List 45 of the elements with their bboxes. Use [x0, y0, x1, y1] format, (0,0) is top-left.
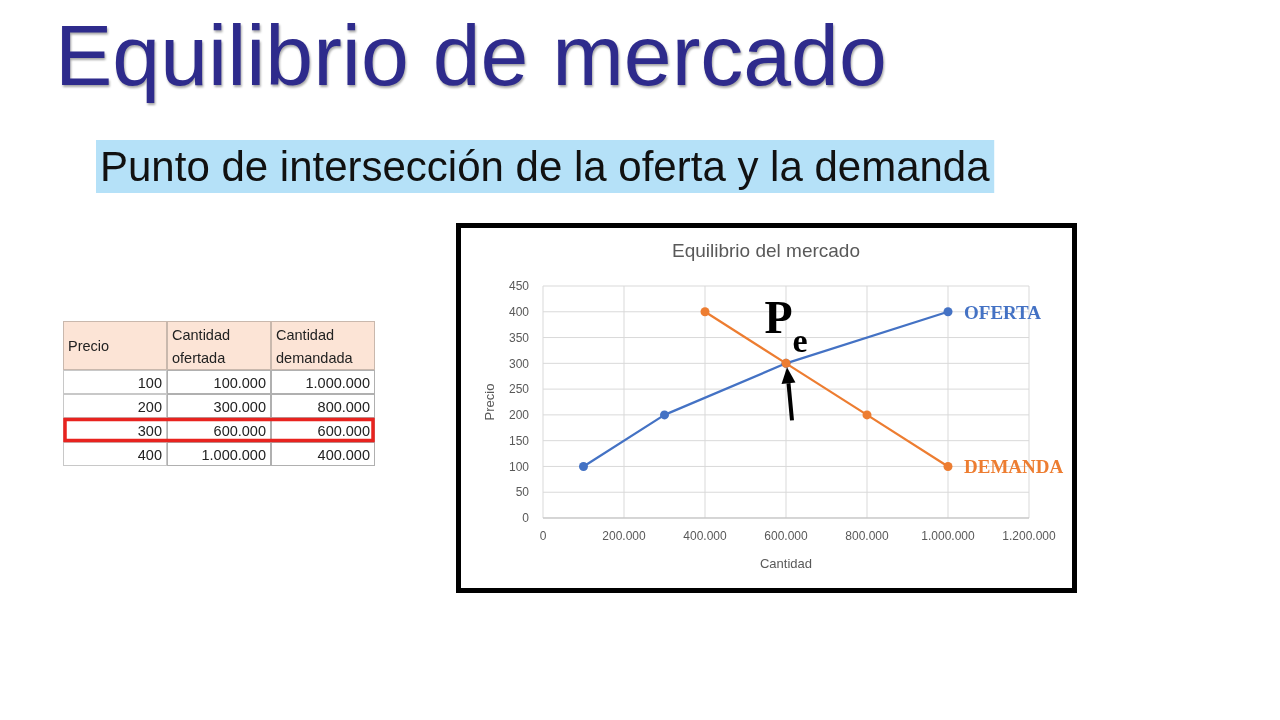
x-tick-label: 400.000 — [683, 529, 728, 543]
series-label: DEMANDA — [964, 456, 1064, 478]
text: Equilibrio de mercado — [55, 7, 887, 103]
chart-title: Equilibrio del mercado — [672, 240, 860, 261]
y-tick-label: 450 — [508, 279, 530, 294]
x-tick-label: Cantidad demandada — [276, 327, 354, 366]
y-tick-label: 400 — [508, 304, 530, 319]
y-tick-label: 100 — [508, 459, 530, 474]
y-axis-title: Precio — [482, 383, 497, 421]
point — [943, 461, 953, 471]
x-tick-label: 1.200.000 — [1002, 529, 1057, 543]
y-axis-title: Precio — [68, 338, 110, 354]
data-label: 600.000 — [317, 423, 370, 439]
x-tick-label: 200.000 — [602, 529, 647, 543]
y-tick-label: 300 — [508, 356, 530, 371]
x-tick-label: Cantidad ofertada — [172, 327, 231, 366]
point — [700, 307, 710, 317]
data-label: 1.000.000 — [305, 375, 370, 391]
y-tick-label: 0 — [522, 511, 530, 526]
x-axis-title: Cantidad — [759, 556, 813, 571]
point — [943, 307, 953, 317]
point — [579, 461, 588, 471]
x-tick-label: 1.000.000 — [921, 529, 976, 543]
point — [660, 410, 669, 420]
data-label: 400.000 — [317, 447, 370, 463]
y-tick-label: 200 — [508, 408, 530, 423]
x-tick-label: 0 — [539, 529, 547, 543]
y-tick-label: 200 — [137, 399, 162, 415]
data-label: 300.000 — [213, 399, 266, 415]
y-tick-label: 350 — [508, 330, 530, 345]
x-tick-label: 600.000 — [764, 529, 809, 543]
data-label: 100.000 — [213, 375, 266, 391]
y-tick-label: 250 — [508, 382, 530, 397]
data-label: 1.000.000 — [201, 447, 266, 463]
data-label: 600.000 — [213, 423, 266, 439]
annotation: P$_{e}$ — [764, 292, 808, 359]
y-tick-label: 400 — [137, 447, 162, 463]
y-tick-label: 50 — [515, 485, 530, 500]
y-tick-label: 150 — [508, 433, 530, 448]
series-label: OFERTA — [964, 301, 1042, 323]
point — [862, 410, 872, 420]
y-tick-label: 100 — [137, 375, 162, 391]
x-tick-label: 800.000 — [845, 529, 890, 543]
y-tick-label: 300 — [137, 423, 162, 439]
data-label: 800.000 — [317, 399, 370, 415]
